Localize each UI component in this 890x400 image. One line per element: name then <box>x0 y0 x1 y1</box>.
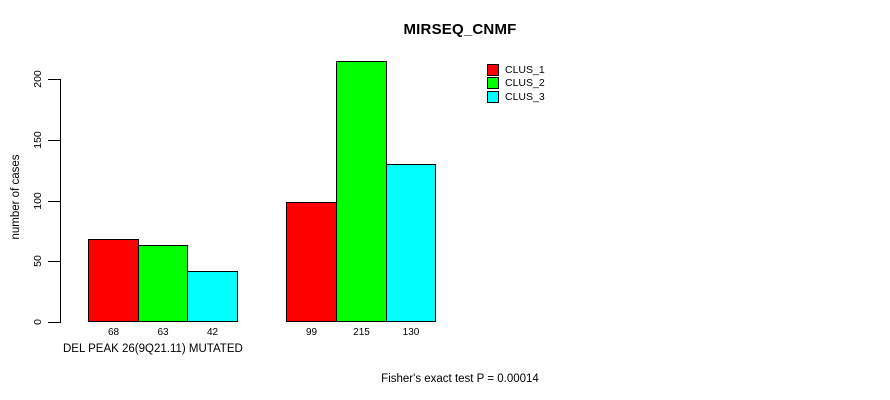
chart-title: MIRSEQ_CNMF <box>403 21 517 38</box>
legend-swatch-CLUS_3 <box>487 90 499 103</box>
legend-label-CLUS_1: CLUS_1 <box>505 63 545 76</box>
legend-row-CLUS_3: CLUS_3 <box>487 90 545 104</box>
bar-value-label-CLUS_2-group-1: 63 <box>157 327 169 338</box>
bar-CLUS_1-group-2 <box>286 202 337 322</box>
bar-value-label-CLUS_1-group-2: 99 <box>305 327 318 338</box>
legend-label-CLUS_3: CLUS_3 <box>505 90 545 103</box>
legend-row-CLUS_1: CLUS_1 <box>487 63 545 77</box>
bar-CLUS_2-group-2 <box>336 61 387 322</box>
bar-CLUS_3-group-1 <box>187 271 238 322</box>
y-tick-label-0: 0 <box>32 319 44 325</box>
bar-value-label-CLUS_2-group-2: 215 <box>353 327 370 338</box>
y-tick-label-50: 50 <box>32 255 44 267</box>
bar-CLUS_3-group-2 <box>386 164 436 322</box>
bar-CLUS_2-group-1 <box>138 245 188 322</box>
fishers-test-annotation: Fisher's exact test P = 0.00014 <box>381 373 539 385</box>
bar-value-label-CLUS_3-group-2: 130 <box>402 327 420 338</box>
y-tick-label-150: 150 <box>32 131 44 149</box>
bar-value-label-CLUS_1-group-1: 68 <box>107 327 120 338</box>
y-tick-label-200: 200 <box>32 70 44 88</box>
y-tick-label-100: 100 <box>32 192 44 210</box>
y-tick-mark-0 <box>48 322 61 323</box>
y-axis-title: number of cases <box>10 154 22 240</box>
legend-label-CLUS_2: CLUS_2 <box>505 77 545 90</box>
group-axis-label: DEL PEAK 26(9Q21.11) MUTATED <box>63 343 243 355</box>
legend-swatch-CLUS_2 <box>487 77 499 90</box>
y-tick-mark-200 <box>48 79 61 80</box>
bar-value-label-CLUS_3-group-1: 42 <box>206 327 219 338</box>
legend: CLUS_1 CLUS_2 CLUS_3 <box>487 63 545 104</box>
bar-CLUS_1-group-1 <box>88 239 139 322</box>
legend-row-CLUS_2: CLUS_2 <box>487 77 545 91</box>
y-tick-mark-150 <box>48 140 61 141</box>
y-tick-mark-100 <box>48 201 61 202</box>
legend-swatch-CLUS_1 <box>487 63 499 76</box>
y-tick-mark-50 <box>48 261 61 262</box>
